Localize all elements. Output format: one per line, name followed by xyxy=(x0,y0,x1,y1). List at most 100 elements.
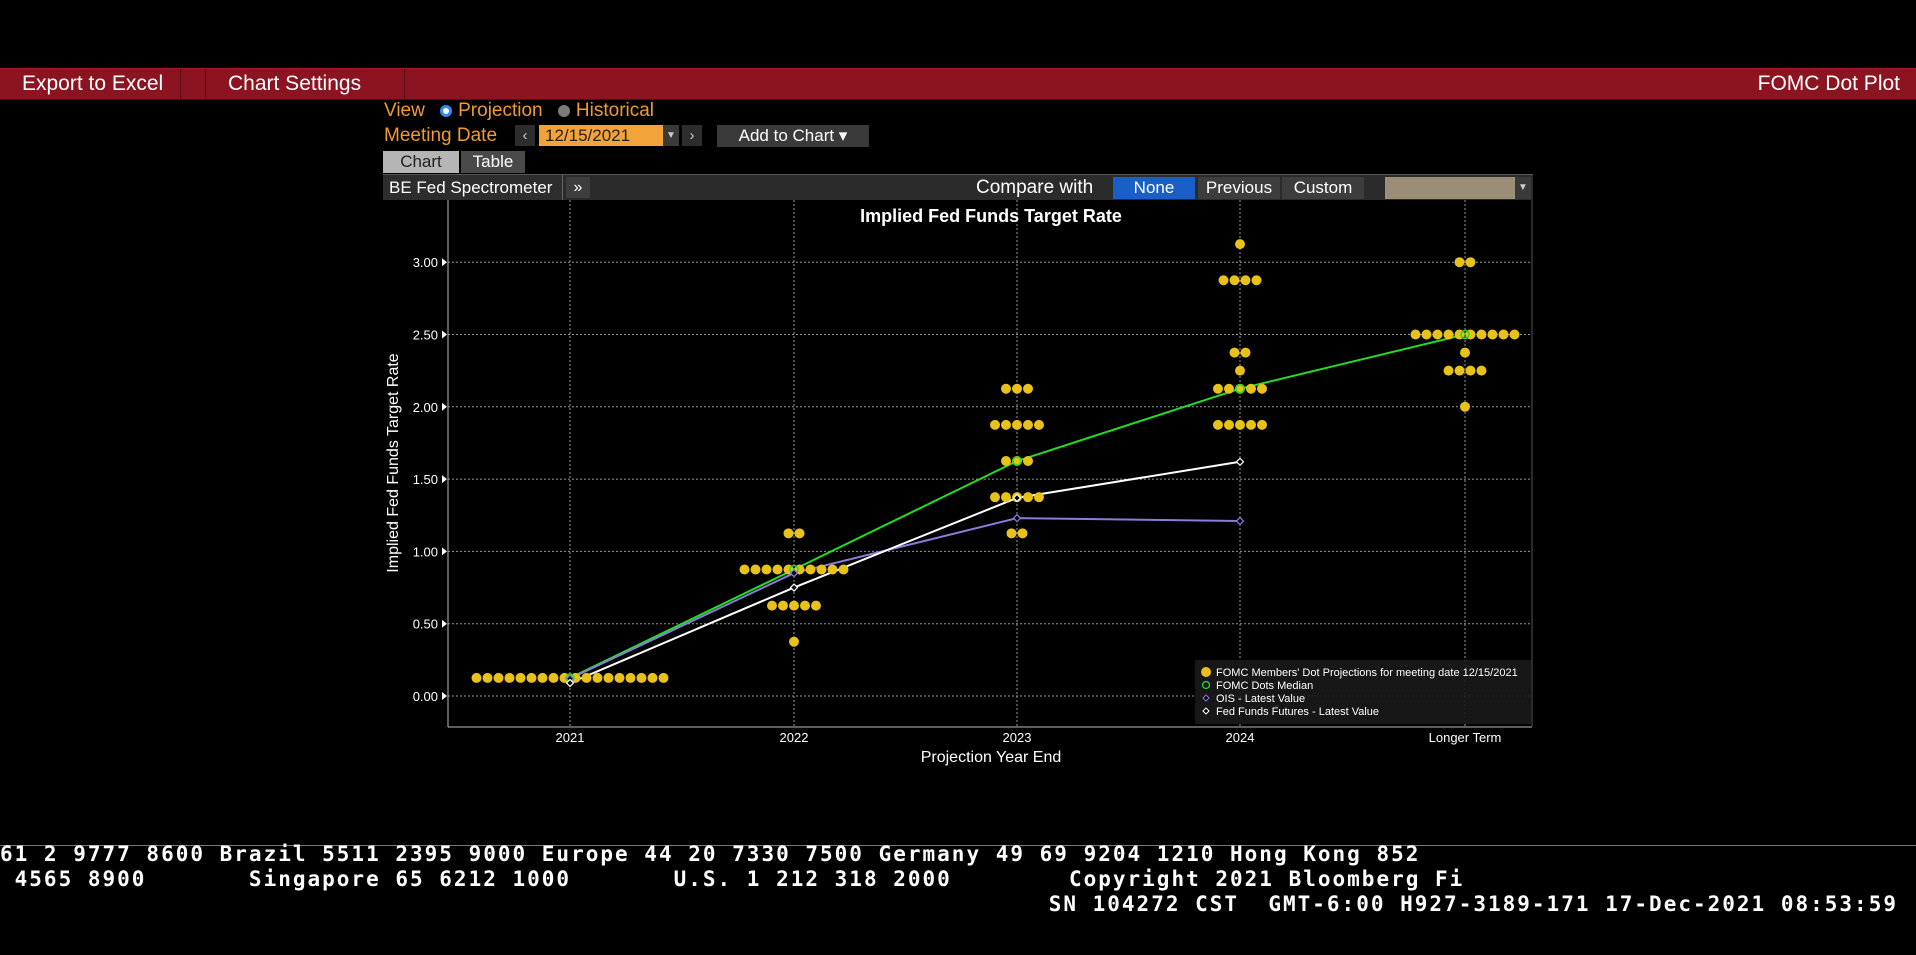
y-tick-label: 3.00 xyxy=(413,255,438,270)
compare-previous-button[interactable]: Previous xyxy=(1198,177,1280,199)
futures-marker xyxy=(1012,493,1022,503)
chart-title: Implied Fed Funds Target Rate xyxy=(860,206,1122,226)
fomc-dot xyxy=(1498,329,1509,340)
fomc-dot xyxy=(827,564,838,575)
fomc-dot xyxy=(1443,329,1454,340)
double-chevron-right-icon: » xyxy=(573,179,583,196)
fomc-dot xyxy=(1421,329,1432,340)
fomc-dot xyxy=(783,528,794,539)
fomc-dot xyxy=(1460,401,1470,412)
y-tick-label: 1.50 xyxy=(413,472,438,487)
y-tick-label: 0.50 xyxy=(413,617,438,632)
fomc-dot xyxy=(1432,329,1443,340)
fomc-dot xyxy=(1235,365,1245,376)
fomc-dot xyxy=(838,564,849,575)
fomc-dot xyxy=(1476,365,1487,376)
y-tick-mark xyxy=(442,330,447,339)
fomc-dot xyxy=(1410,329,1421,340)
median-marker xyxy=(1460,329,1470,340)
compare-none-button[interactable]: None xyxy=(1113,177,1195,199)
expand-button[interactable]: » xyxy=(566,177,590,198)
fomc-dot xyxy=(794,528,805,539)
fomc-dot xyxy=(789,636,799,647)
projection-label[interactable]: Projection xyxy=(458,100,543,121)
fomc-dot xyxy=(1012,383,1022,394)
y-tick-label: 1.00 xyxy=(413,544,438,559)
fomc-dot xyxy=(1229,347,1240,358)
legend-futures-marker xyxy=(1202,707,1210,715)
tab-table[interactable]: Table xyxy=(461,151,525,173)
fomc-dot xyxy=(592,672,603,683)
y-tick-label: 2.00 xyxy=(413,400,438,415)
export-to-excel-button[interactable]: Export to Excel xyxy=(0,69,181,99)
fomc-dot xyxy=(658,672,669,683)
fomc-dot xyxy=(1476,329,1487,340)
historical-label[interactable]: Historical xyxy=(575,100,655,121)
y-tick-label: 0.00 xyxy=(413,689,438,704)
fomc-dot xyxy=(1246,383,1256,394)
fomc-dot xyxy=(1257,383,1267,394)
compare-custom-select[interactable] xyxy=(1385,177,1515,199)
fomc-dot xyxy=(1240,275,1251,286)
projection-radio[interactable] xyxy=(440,105,453,117)
prev-date-button[interactable]: ‹ xyxy=(515,125,535,146)
fomc-dot xyxy=(515,672,526,683)
fomc-dot xyxy=(1235,419,1245,430)
chevron-left-icon: ‹ xyxy=(522,127,528,144)
fomc-dot xyxy=(625,672,636,683)
fomc-dot xyxy=(482,672,493,683)
date-dropdown-button[interactable]: ▼ xyxy=(663,125,679,146)
fomc-dot xyxy=(1443,365,1454,376)
fomc-dot xyxy=(537,672,548,683)
fomc-dot xyxy=(750,564,761,575)
fomc-dot xyxy=(1257,419,1267,430)
fomc-dot xyxy=(1224,383,1234,394)
fomc-dot xyxy=(647,672,658,683)
median-marker xyxy=(1235,383,1245,394)
fed-spectrometer-button[interactable]: BE Fed Spectrometer xyxy=(383,175,563,200)
fomc-dot xyxy=(1001,456,1011,467)
y-tick-mark xyxy=(442,258,447,267)
fomc-dot xyxy=(1454,365,1465,376)
fomc-dot xyxy=(1213,419,1223,430)
fomc-dot xyxy=(800,600,810,611)
fomc-dot xyxy=(493,672,504,683)
compare-custom-button[interactable]: Custom xyxy=(1282,177,1364,199)
legend-dot-marker xyxy=(1201,667,1211,677)
meeting-date-label: Meeting Date xyxy=(384,125,498,146)
ticker-line-1: 61 2 9777 8600 Brazil 5511 2395 9000 Eur… xyxy=(0,842,1421,866)
x-tick-label: 2022 xyxy=(780,730,809,745)
legend-label: OIS - Latest Value xyxy=(1216,693,1305,705)
tab-chart[interactable]: Chart xyxy=(383,151,459,173)
fomc-dot xyxy=(1251,275,1262,286)
y-tick-mark xyxy=(442,619,447,628)
fomc-dot xyxy=(1023,383,1033,394)
y-tick-label: 2.50 xyxy=(413,328,438,343)
meeting-date-field[interactable]: 12/15/2021 xyxy=(539,125,665,146)
chart-settings-button[interactable]: Chart Settings xyxy=(205,69,405,99)
fomc-dot xyxy=(1023,456,1033,467)
fomc-dot xyxy=(805,564,816,575)
historical-radio[interactable] xyxy=(557,105,570,117)
fomc-dot xyxy=(1213,383,1223,394)
x-tick-label: 2023 xyxy=(1003,730,1032,745)
fomc-dot xyxy=(526,672,537,683)
compare-dropdown-button[interactable]: ▼ xyxy=(1515,177,1531,199)
fomc-dot xyxy=(1246,419,1256,430)
fomc-dot xyxy=(1454,257,1465,268)
ticker-divider xyxy=(0,845,1916,846)
legend-label: Fed Funds Futures - Latest Value xyxy=(1216,706,1379,718)
fomc-dot xyxy=(1218,275,1229,286)
next-date-button[interactable]: › xyxy=(682,125,702,146)
fomc-dot xyxy=(1023,492,1033,503)
y-tick-mark xyxy=(442,402,447,411)
fomc-dot xyxy=(1487,329,1498,340)
fomc-dot xyxy=(1012,419,1022,430)
fomc-dot xyxy=(1509,329,1520,340)
fomc-dot xyxy=(767,600,777,611)
y-tick-mark xyxy=(442,692,447,700)
caret-down-icon: ▼ xyxy=(1518,182,1528,193)
add-to-chart-button[interactable]: Add to Chart ▾ xyxy=(717,125,869,147)
fomc-dot xyxy=(1034,492,1044,503)
